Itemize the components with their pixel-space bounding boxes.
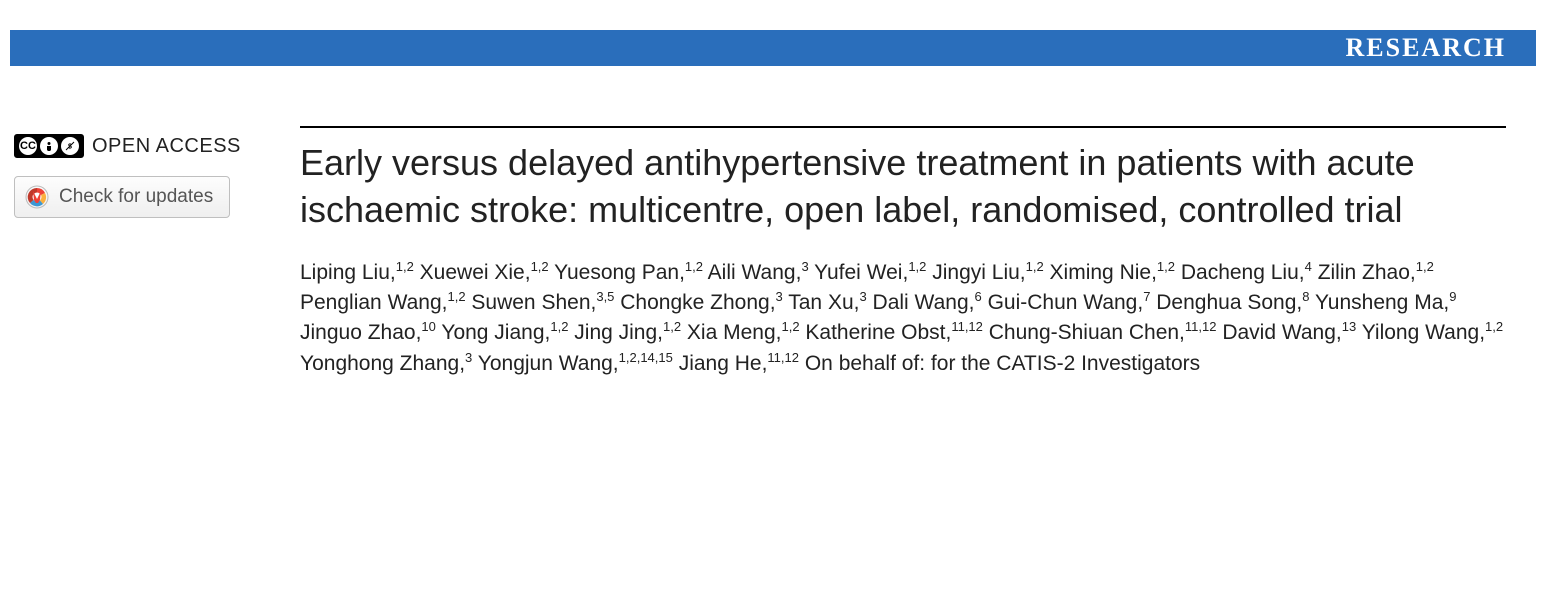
open-access-label: OPEN ACCESS	[92, 135, 241, 158]
cc-license-icon: CC $	[14, 134, 84, 158]
nc-glyph: $	[61, 137, 79, 155]
crossmark-icon	[25, 185, 49, 209]
article-title: Early versus delayed antihypertensive tr…	[300, 140, 1506, 234]
open-access-row: CC $ OPEN ACCESS	[14, 134, 300, 158]
cc-glyph: CC	[19, 137, 37, 155]
article-header: Early versus delayed antihypertensive tr…	[300, 126, 1536, 379]
check-updates-button[interactable]: Check for updates	[14, 176, 230, 218]
section-header-bar: RESEARCH	[10, 30, 1536, 66]
section-label: RESEARCH	[1346, 33, 1506, 63]
title-rule	[300, 126, 1506, 128]
by-glyph	[40, 137, 58, 155]
content-wrapper: CC $ OPEN ACCESS	[0, 126, 1546, 379]
author-list: Liping Liu,1,2 Xuewei Xie,1,2 Yuesong Pa…	[300, 258, 1506, 380]
sidebar: CC $ OPEN ACCESS	[10, 126, 300, 379]
check-updates-label: Check for updates	[59, 186, 213, 208]
